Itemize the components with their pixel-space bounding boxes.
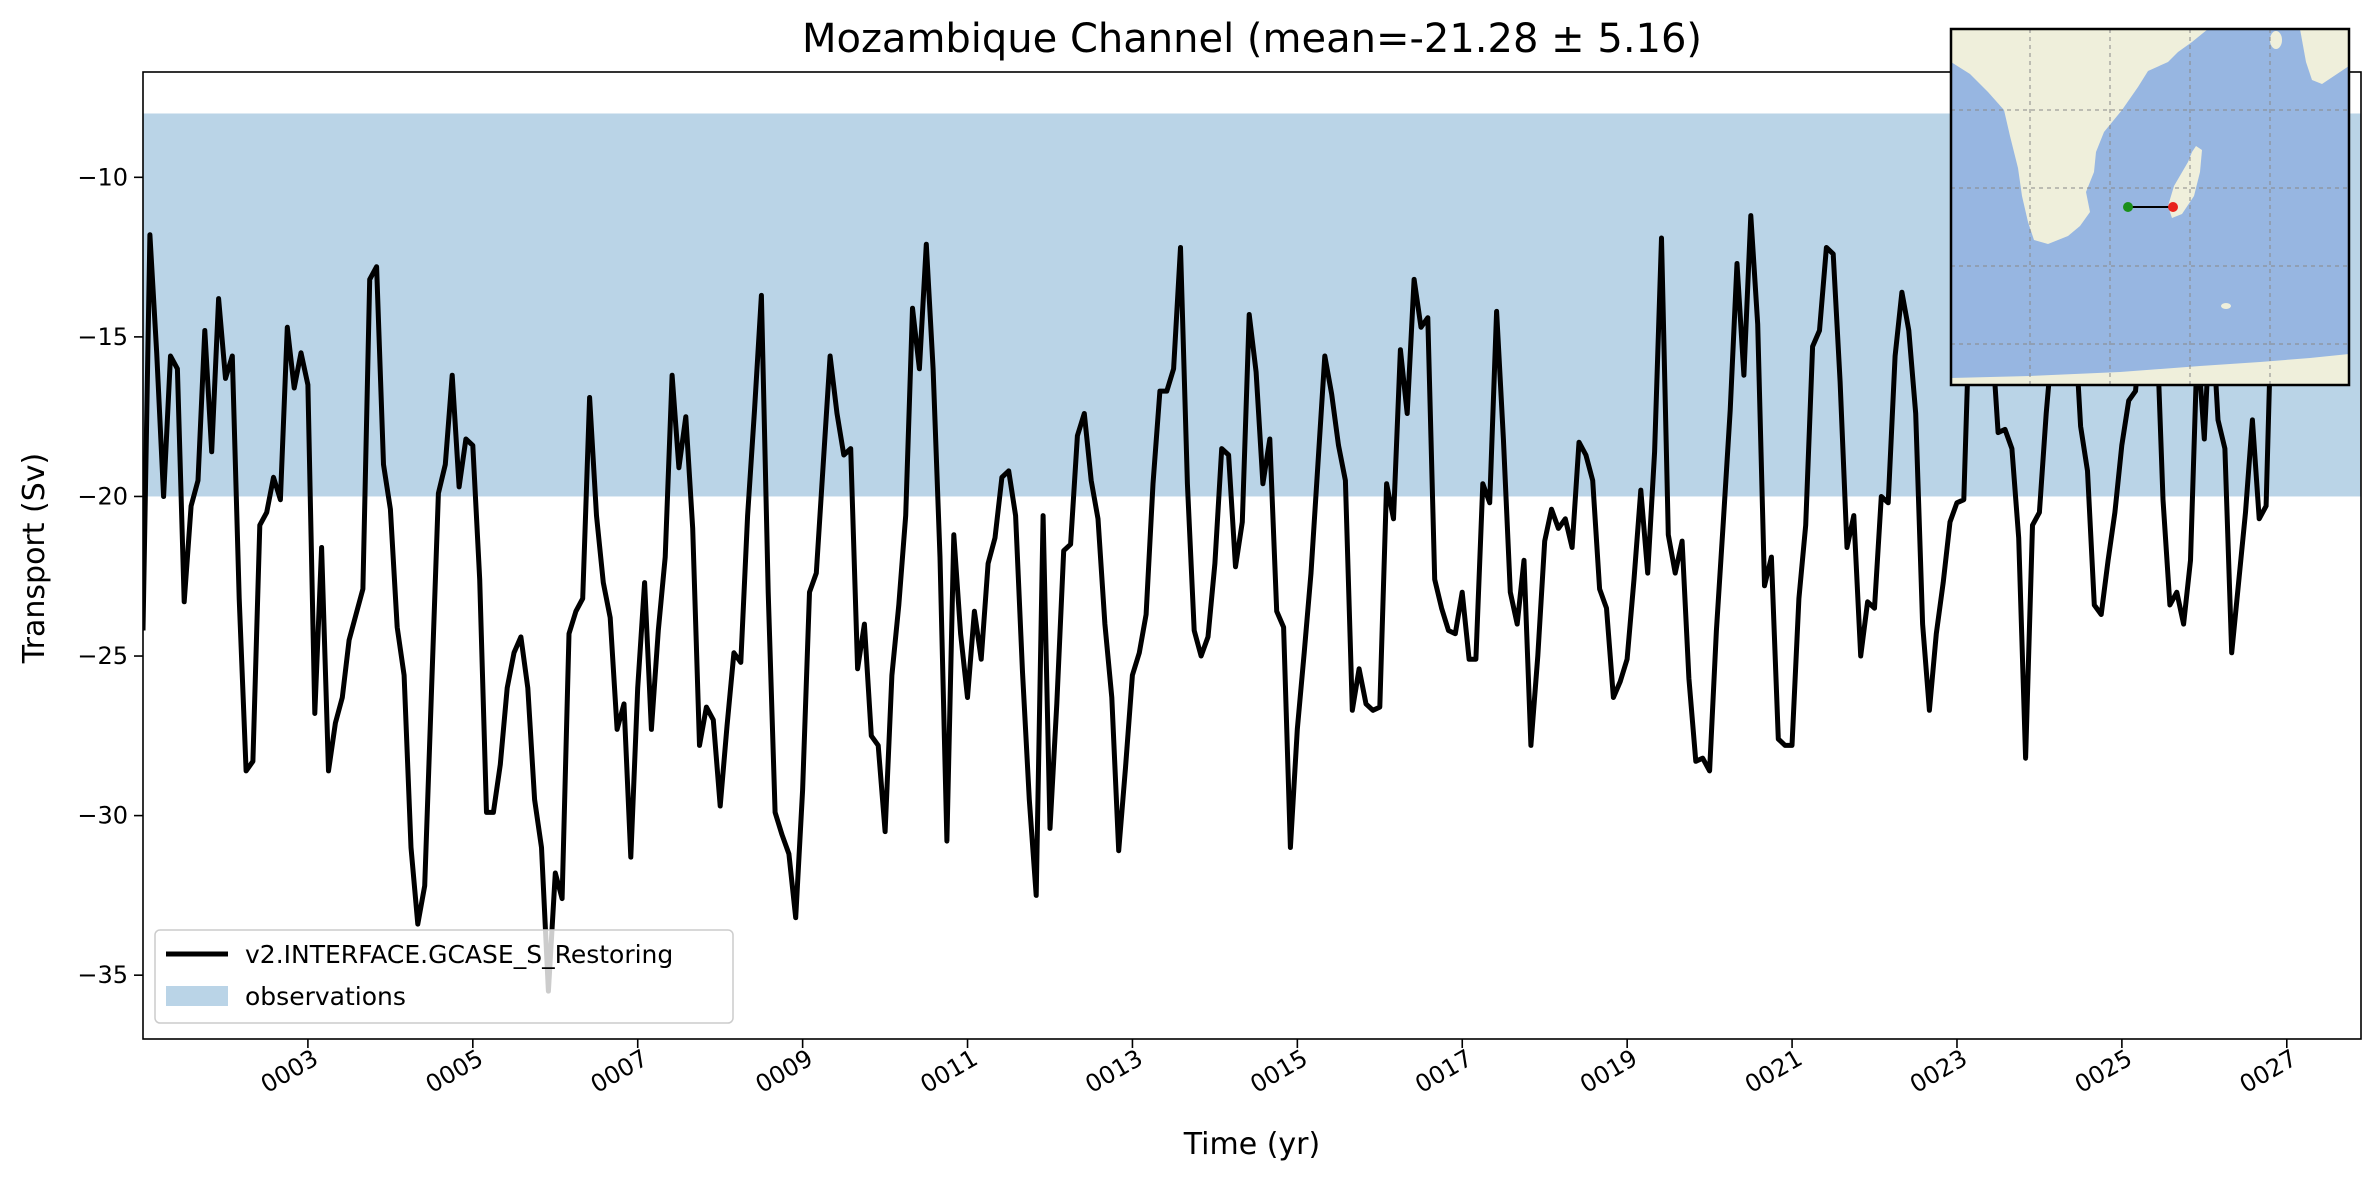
y-tick-label: −10 <box>77 163 128 191</box>
legend-box <box>154 929 734 1024</box>
chart-title: Mozambique Channel (mean=-21.28 ± 5.16) <box>802 16 1702 62</box>
x-axis-label: Time (yr) <box>1183 1127 1320 1162</box>
map-land-africa <box>1951 29 2208 244</box>
legend-observations-swatch <box>166 986 228 1006</box>
legend: v2.INTERFACE.GCASE_S_Restoring observatio… <box>154 929 734 1024</box>
map-land-island <box>2270 31 2282 49</box>
transect-start-marker <box>2123 202 2133 212</box>
y-tick-label: −30 <box>77 802 128 830</box>
legend-observations-label: observations <box>245 982 406 1011</box>
y-tick-label: −15 <box>77 323 128 351</box>
map-land-antarctica <box>1951 354 2349 385</box>
plot-frame <box>142 71 2362 1040</box>
series-line <box>143 209 2276 994</box>
legend-series-label: v2.INTERFACE.GCASE_S_Restoring <box>245 940 673 969</box>
y-tick-label: −25 <box>77 642 128 670</box>
y-tick-label: −20 <box>77 482 128 510</box>
map-land-arabia <box>2300 29 2349 84</box>
map-land-madagascar <box>2168 146 2202 218</box>
y-tick-label: −35 <box>77 961 128 989</box>
map-land-island <box>2221 303 2231 309</box>
map-frame <box>1949 27 2351 387</box>
inset-map <box>1949 27 2351 387</box>
transect-end-marker <box>2168 202 2178 212</box>
y-axis-label: Transport (Sv) <box>17 453 52 665</box>
